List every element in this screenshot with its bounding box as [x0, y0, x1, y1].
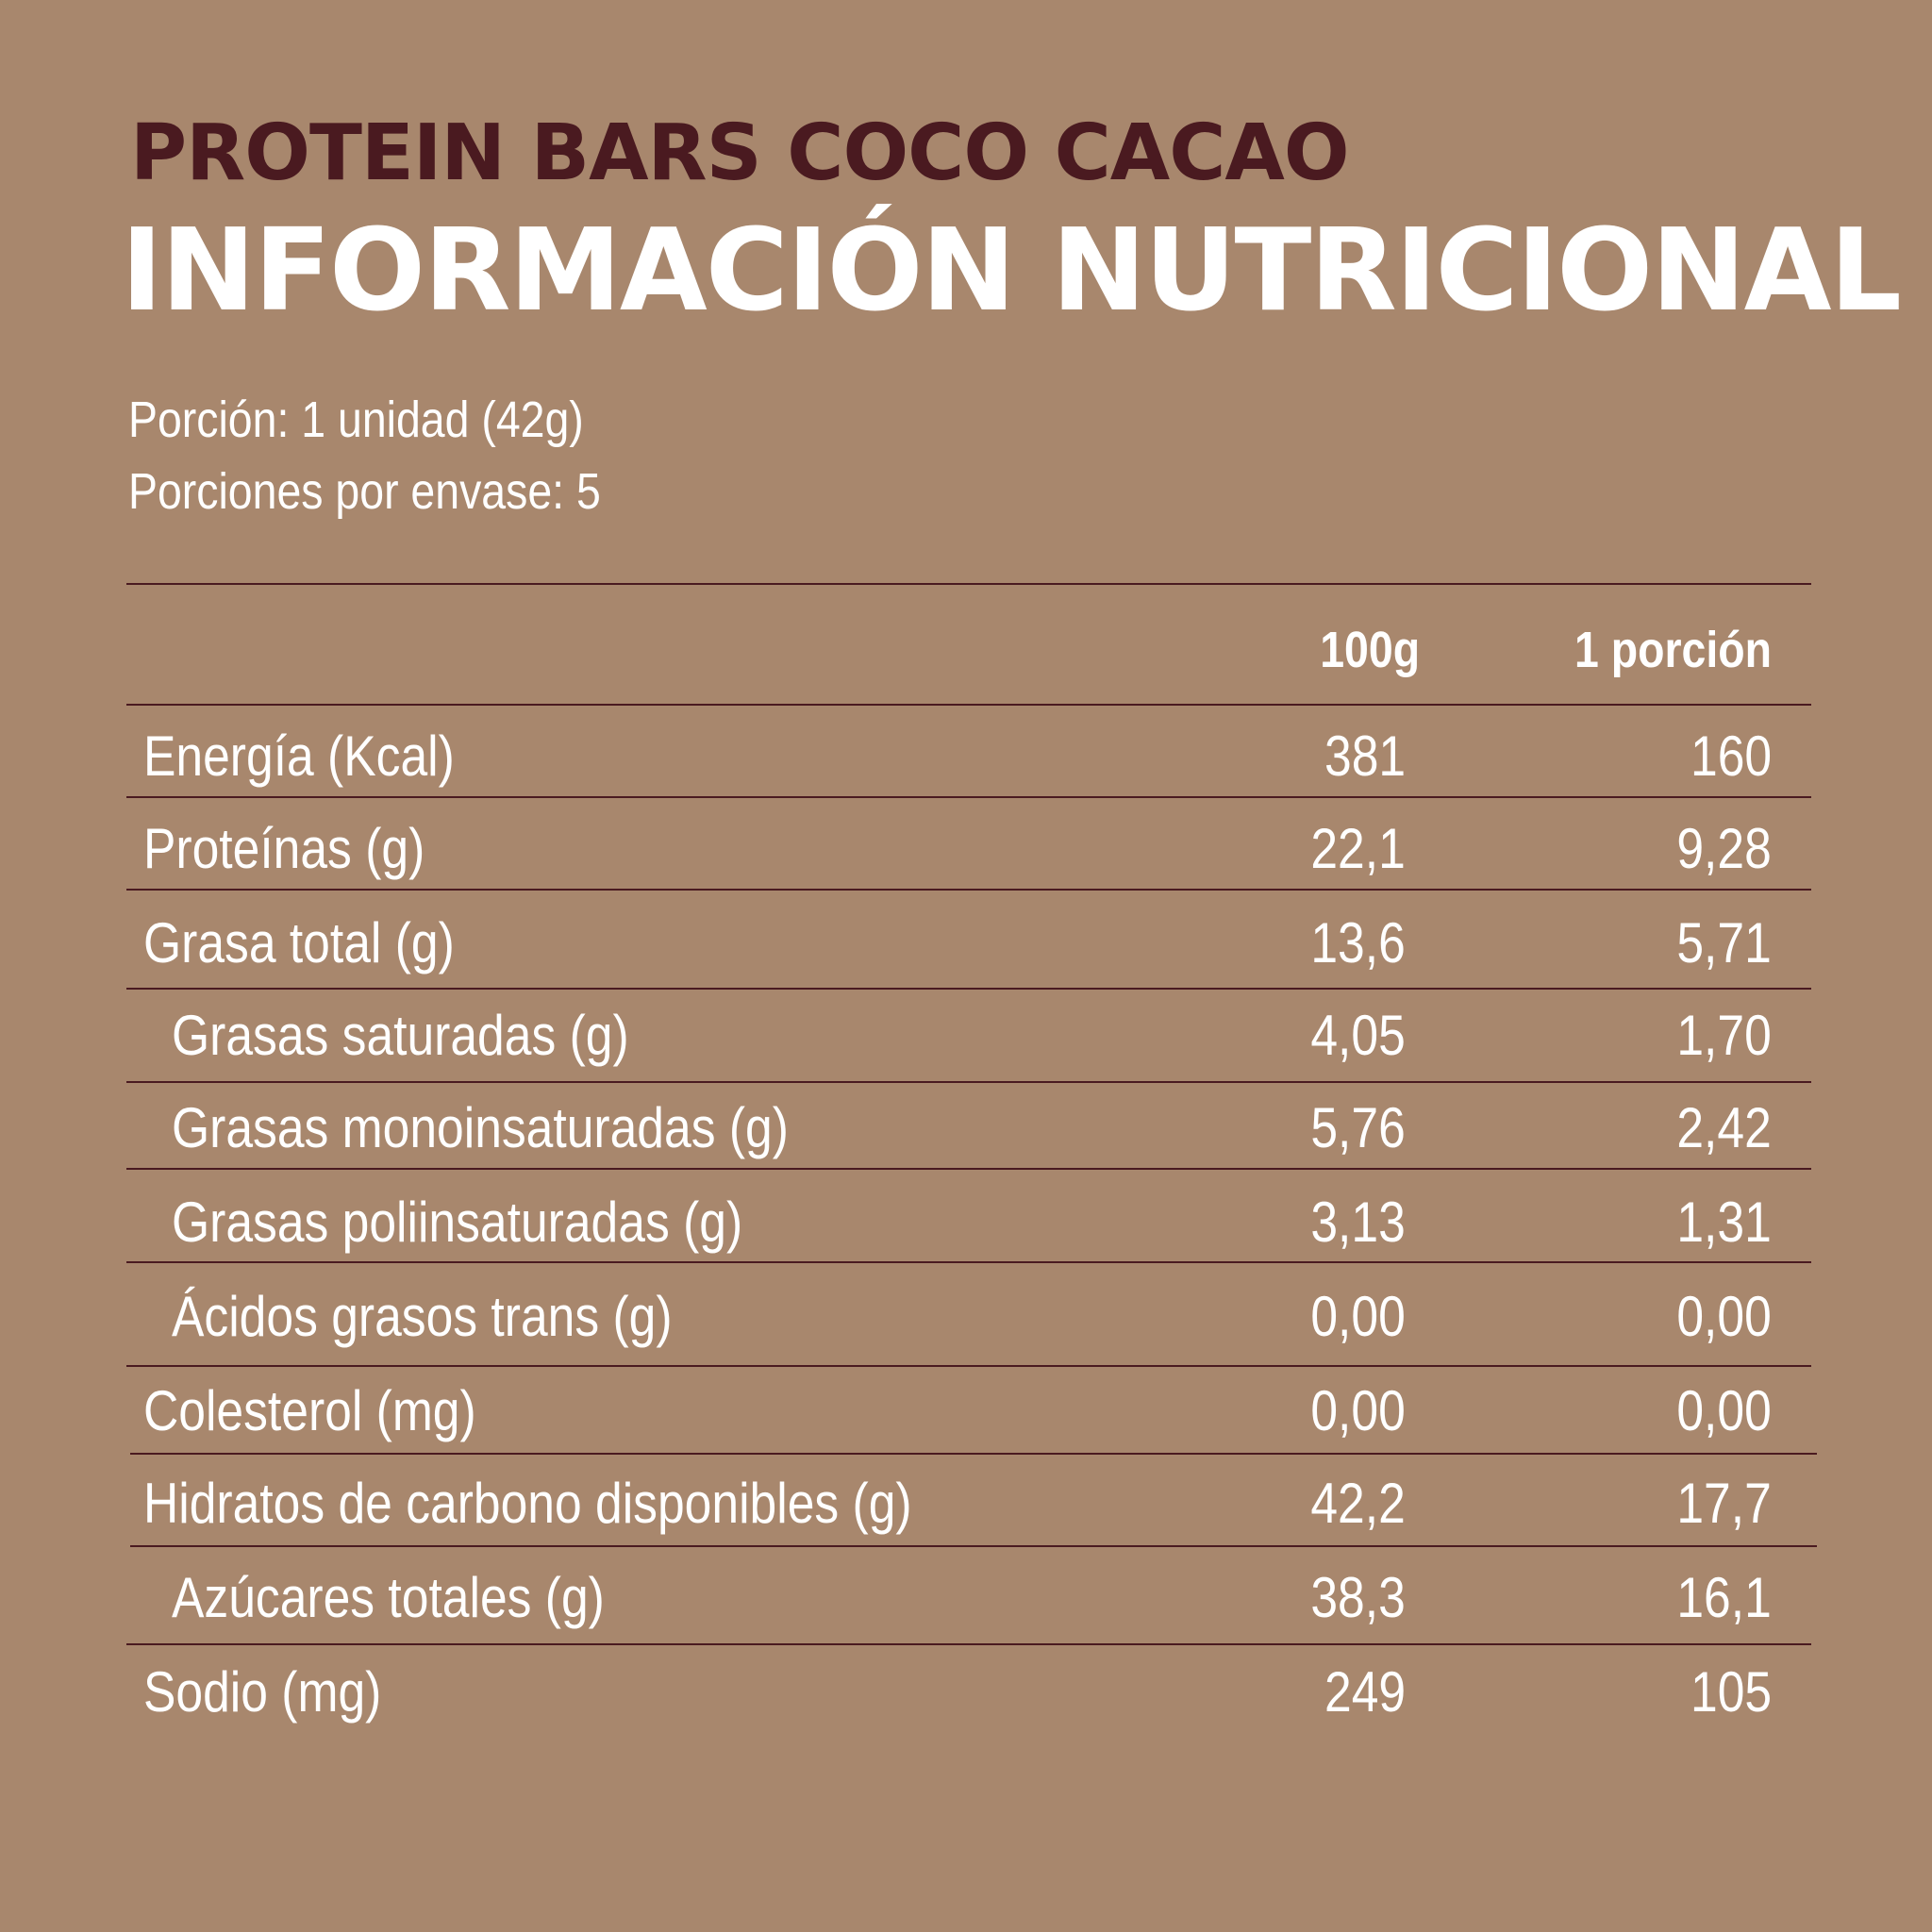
- row-value-portion: 1,70: [1676, 1004, 1772, 1067]
- row-value-portion: 0,00: [1676, 1285, 1772, 1348]
- row-divider: [126, 1643, 1811, 1645]
- row-label-grasas-poliinsaturadas: Grasas poliinsaturadas (g): [172, 1191, 743, 1254]
- row-divider: [126, 988, 1811, 990]
- row-divider: [126, 1261, 1811, 1263]
- row-value-100g: 3,13: [1310, 1191, 1406, 1254]
- row-label-azucares-totales: Azúcares totales (g): [172, 1566, 605, 1629]
- row-value-portion: 9,28: [1676, 817, 1772, 880]
- row-label-grasas-saturadas: Grasas saturadas (g): [172, 1004, 629, 1067]
- row-label-sodio: Sodio (mg): [143, 1660, 382, 1724]
- row-value-portion: 105: [1690, 1660, 1772, 1724]
- row-value-100g: 0,00: [1310, 1285, 1406, 1348]
- row-value-100g: 42,2: [1310, 1472, 1406, 1535]
- row-label-grasa-total: Grasa total (g): [143, 911, 455, 974]
- row-value-portion: 16,1: [1676, 1566, 1772, 1629]
- row-divider: [126, 889, 1811, 891]
- row-divider: [126, 1081, 1811, 1083]
- row-divider: [130, 1453, 1817, 1455]
- product-title: PROTEIN BARS COCO CACAO: [130, 108, 1350, 198]
- row-label-proteinas: Proteínas (g): [143, 817, 425, 880]
- table-top-rule: [126, 583, 1811, 585]
- row-divider: [126, 796, 1811, 798]
- row-value-100g: 5,76: [1310, 1096, 1406, 1159]
- servings-per-package: Porciones por envase: 5: [128, 463, 601, 520]
- row-value-portion: 2,42: [1676, 1096, 1772, 1159]
- row-divider: [126, 1168, 1811, 1170]
- row-label-hidratos-de-carbono: Hidratos de carbono disponibles (g): [143, 1472, 912, 1535]
- row-value-100g: 38,3: [1310, 1566, 1406, 1629]
- row-value-100g: 381: [1324, 724, 1406, 788]
- row-label-grasas-monoinsaturadas: Grasas monoinsaturadas (g): [172, 1096, 789, 1159]
- row-divider: [126, 1365, 1811, 1367]
- header-divider: [126, 704, 1811, 706]
- row-value-100g: 249: [1324, 1660, 1406, 1724]
- row-value-100g: 4,05: [1310, 1004, 1406, 1067]
- row-value-portion: 160: [1690, 724, 1772, 788]
- row-label-acidos-grasos-trans: Ácidos grasos trans (g): [172, 1285, 673, 1348]
- serving-size: Porción: 1 unidad (42g): [128, 391, 584, 448]
- row-value-100g: 0,00: [1310, 1379, 1406, 1442]
- row-value-portion: 5,71: [1676, 911, 1772, 974]
- row-divider: [130, 1545, 1817, 1547]
- row-value-portion: 1,31: [1676, 1191, 1772, 1254]
- column-header-100g: 100g: [1320, 622, 1420, 678]
- row-value-100g: 13,6: [1310, 911, 1406, 974]
- row-label-energia: Energía (Kcal): [143, 724, 455, 788]
- row-value-100g: 22,1: [1310, 817, 1406, 880]
- column-header-portion: 1 porción: [1574, 622, 1772, 678]
- row-label-colesterol: Colesterol (mg): [143, 1379, 476, 1442]
- row-value-portion: 17,7: [1676, 1472, 1772, 1535]
- row-value-portion: 0,00: [1676, 1379, 1772, 1442]
- page-title: INFORMACIÓN NUTRICIONAL: [121, 206, 1902, 337]
